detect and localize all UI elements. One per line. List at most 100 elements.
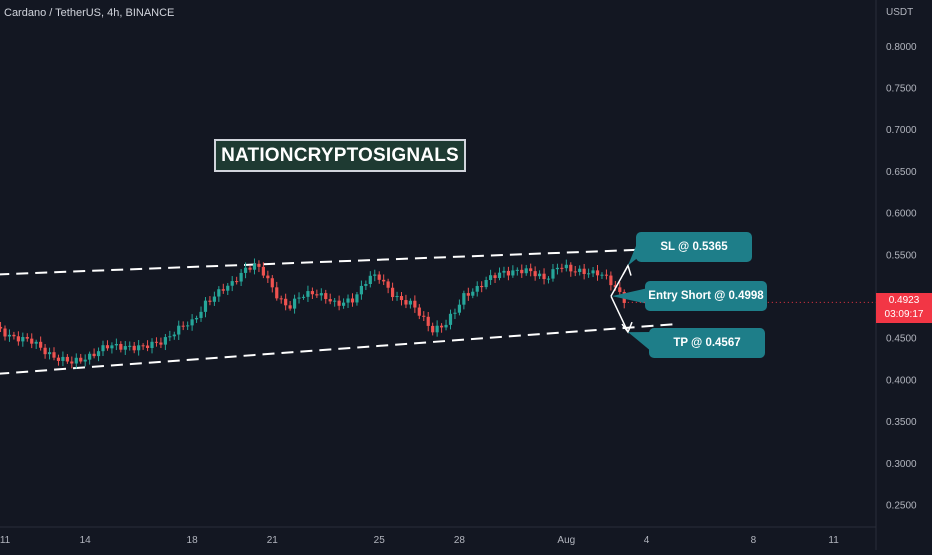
- candle-body-down: [159, 342, 163, 345]
- candle-body-up: [172, 334, 176, 337]
- price-tick-label: 0.3500: [886, 417, 917, 428]
- symbol-title: Cardano / TetherUS, 4h, BINANCE: [4, 7, 175, 19]
- time-scale[interactable]: 11 14 18 21 25 28 Aug 4 8 11: [0, 535, 839, 546]
- last-price-value: 0.4923: [888, 295, 920, 306]
- candle-body-up: [163, 337, 167, 345]
- candle-body-up: [564, 264, 568, 269]
- bar-countdown: 03:09:17: [884, 309, 924, 320]
- candle-body-up: [515, 269, 519, 271]
- channel-lower-line: [0, 323, 674, 375]
- candle-body-down: [310, 291, 314, 295]
- candle-body-down: [542, 273, 546, 280]
- candle-body-up: [511, 270, 515, 276]
- candle-body-up: [217, 289, 221, 297]
- candle-body-down: [30, 338, 34, 344]
- candle-body-up: [546, 278, 551, 280]
- candle-body-up: [61, 356, 65, 361]
- time-tick-label: 8: [751, 535, 757, 546]
- candle-body-down: [288, 305, 292, 309]
- candle-body-up: [177, 325, 181, 335]
- candle-body-up: [346, 298, 350, 303]
- candle-body-up: [203, 300, 208, 312]
- candle-body-up: [551, 269, 555, 279]
- candle-body-up: [444, 324, 448, 328]
- candle-body-down: [3, 328, 7, 337]
- candle-body-down: [315, 294, 319, 296]
- price-scale[interactable]: 0.80000.75000.70000.65000.60000.55000.50…: [886, 42, 917, 512]
- candle-body-up: [591, 270, 595, 274]
- candle-body-up: [83, 359, 87, 362]
- candle-body-down: [79, 357, 83, 362]
- candle-body-down: [324, 293, 328, 300]
- price-tick-label: 0.3000: [886, 459, 917, 470]
- candle-body-down: [569, 264, 573, 272]
- price-tick-label: 0.4500: [886, 334, 917, 345]
- candle-body-down: [16, 336, 20, 342]
- candle-body-down: [328, 299, 332, 302]
- candle-body-up: [123, 346, 127, 350]
- candle-body-up: [319, 293, 323, 296]
- candle-body-up: [578, 268, 582, 273]
- candle-body-down: [618, 287, 622, 292]
- candle-body-up: [395, 296, 399, 298]
- candle-body-down: [350, 298, 355, 303]
- candle-body-down: [248, 267, 252, 270]
- candle-body-down: [0, 326, 3, 329]
- candles: [0, 258, 626, 369]
- candle-body-up: [488, 275, 493, 281]
- stop-loss-callout[interactable]: SL @ 0.5365: [636, 232, 752, 262]
- candle-body-up: [453, 312, 457, 314]
- candle-body-up: [538, 273, 542, 277]
- candle-body-up: [484, 280, 488, 288]
- time-tick-label: 25: [374, 535, 386, 546]
- candle-body-up: [502, 270, 506, 273]
- time-tick-label: 18: [187, 535, 199, 546]
- candle-body-down: [382, 279, 386, 282]
- candle-body-up: [297, 297, 301, 299]
- candle-body-down: [426, 316, 430, 326]
- candle-body-down: [266, 275, 270, 279]
- tp-arrow-line: [610, 295, 629, 333]
- currency-label: USDT: [886, 7, 914, 18]
- candle-body-up: [186, 325, 190, 327]
- candle-body-down: [377, 274, 381, 280]
- candle-body-down: [119, 343, 123, 350]
- candle-body-down: [337, 300, 341, 306]
- candle-body-up: [341, 302, 346, 306]
- price-tick-label: 0.2500: [886, 501, 917, 512]
- candle-body-down: [105, 345, 110, 349]
- candle-body-down: [181, 325, 185, 327]
- candle-body-up: [137, 345, 141, 351]
- time-tick-label: 11: [828, 535, 839, 546]
- candle-body-up: [475, 285, 479, 292]
- candle-body-up: [471, 291, 475, 296]
- candle-body-down: [261, 266, 265, 276]
- candle-body-down: [39, 341, 43, 348]
- time-tick-label: 4: [644, 535, 650, 546]
- candle-body-up: [226, 285, 230, 291]
- price-tick-label: 0.6500: [886, 167, 917, 178]
- candle-body-up: [47, 352, 52, 355]
- price-tick-label: 0.4000: [886, 375, 917, 386]
- candle-body-down: [56, 357, 61, 361]
- candle-body-up: [7, 334, 12, 337]
- candle-body-up: [457, 304, 462, 313]
- candle-body-up: [555, 267, 560, 270]
- candle-body-down: [520, 269, 524, 274]
- candle-body-down: [52, 352, 56, 358]
- take-profit-callout[interactable]: TP @ 0.4567: [649, 328, 765, 358]
- time-tick-label: 11: [0, 535, 11, 546]
- entry-short-callout[interactable]: Entry Short @ 0.4998: [645, 281, 767, 311]
- candle-body-down: [466, 293, 470, 296]
- candle-body-down: [43, 347, 47, 355]
- candle-body-down: [386, 281, 390, 288]
- candle-body-down: [613, 285, 617, 288]
- candle-body-up: [88, 353, 92, 360]
- candle-body-up: [212, 296, 216, 302]
- watermark-label: NATIONCRYPTOSIGNALS: [214, 139, 466, 172]
- candle-body-down: [560, 267, 564, 269]
- candle-body-down: [573, 271, 577, 273]
- candle-body-down: [604, 274, 609, 276]
